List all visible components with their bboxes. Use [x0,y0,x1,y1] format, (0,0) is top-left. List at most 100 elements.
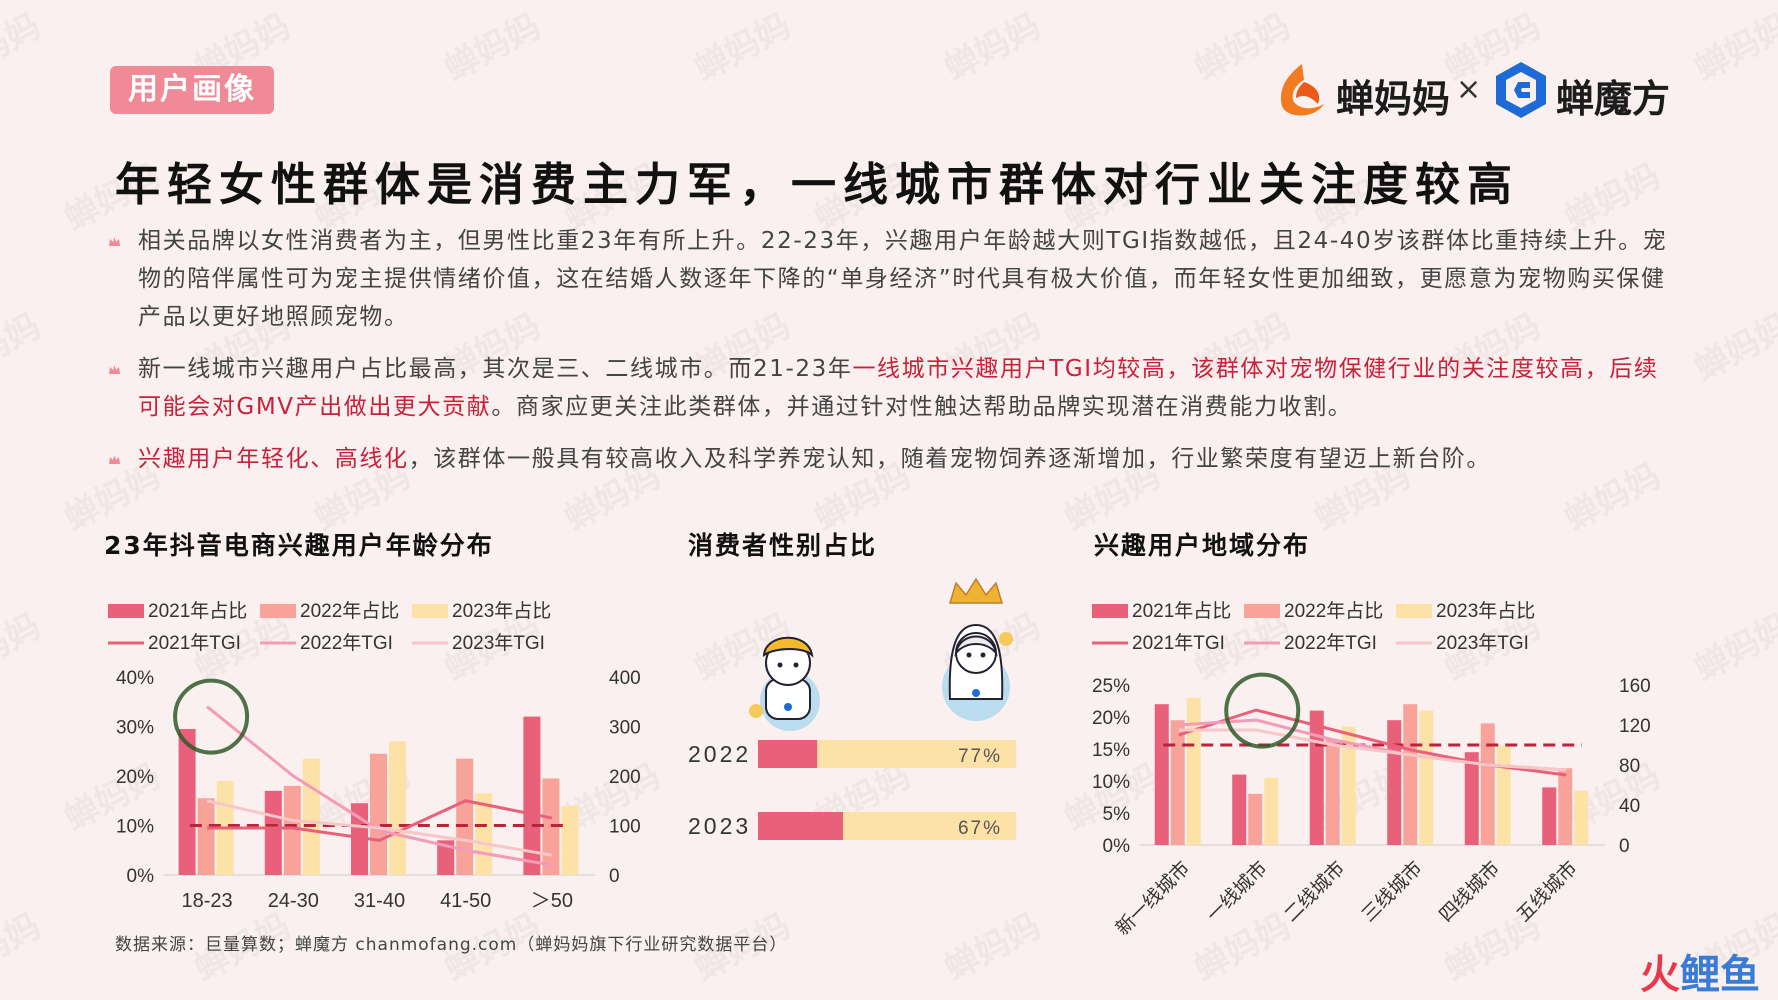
bullet-highlight-text: 一线城市兴趣用户TGI均较高，该群体对宠物保健行业的关注度较高，后续可能会对GM… [138,356,1659,420]
legend-swatch [1244,604,1280,618]
bullet-text: 。商家应更关注此类群体，并通过针对性触达帮助品牌实现潜在消费能力收割。 [491,394,1353,420]
y-left-tick-label: 30% [116,718,154,739]
y-left-tick-label: 10% [116,817,154,838]
year-label: 2023 [688,813,751,839]
crown-bullet-icon [109,365,120,374]
bar-2021年占比 [178,728,196,875]
legend-label: 2022年TGI [1284,632,1377,654]
times-sign: × [1456,72,1482,107]
line-2023年TGI [206,799,553,857]
bullet-item: 新一线城市兴趣用户占比最高，其次是三、二线城市。而21-23年一线城市兴趣用户T… [108,350,1668,426]
y-left-tick-label: 20% [116,767,154,788]
highlight-circle [1224,672,1301,749]
legend-swatch [260,604,296,618]
bullet-text: 新一线城市兴趣用户占比最高，其次是三、二线城市。而21-23年 [138,356,853,382]
bar-2021年占比 [1464,752,1479,845]
bar-2021年占比 [523,716,541,875]
male-share-bar [758,740,818,768]
chanmofang-logo-icon [1494,60,1548,124]
corner-brand-watermark: 火鲤鱼 [1640,942,1760,1000]
watermark-text: 蝉妈妈 [1688,305,1778,390]
bar-2023年占比 [1341,726,1356,845]
x-tick-label: 三线城市 [1357,857,1426,926]
bar-2022年占比 [1403,704,1418,845]
watermark-text: 蝉妈妈 [688,5,798,90]
y-right-tick-label: 200 [609,767,641,788]
watermark-text: 蝉妈妈 [438,5,548,90]
bar-2022年占比 [456,758,474,875]
watermark-text: 蝉妈妈 [1688,605,1778,690]
corner-brand-char: 火 [1640,952,1680,998]
line-2023年TGI [1178,728,1567,772]
x-tick-label: 五线城市 [1512,857,1581,926]
crown-bullet-icon [109,455,120,464]
watermark-text: 蝉妈妈 [0,305,48,390]
legend-label: 2021年占比 [1132,600,1231,622]
x-tick-label: 一线城市 [1202,857,1271,926]
chanmama-logo-text: 蝉妈妈 [1336,77,1451,121]
bullet-item: 相关品牌以女性消费者为主，但男性比重23年有所上升。22-23年，兴趣用户年龄越… [108,222,1668,336]
y-left-tick-label: 25% [1092,676,1130,697]
bar-2021年占比 [1154,704,1169,845]
x-tick-label: 31-40 [354,890,405,912]
age-distribution-chart: 2021年占比 2022年占比 2023年占比 2021年TGI 2022年TGI 202… [108,600,641,912]
x-tick-label: 18-23 [182,890,233,912]
male-avatar-icon [749,636,820,731]
brand-logos: 蝉妈妈 × 蝉魔方 [1270,60,1670,124]
y-right-tick-label: 300 [609,718,641,739]
bar-2021年占比 [437,840,455,875]
legend-swatch [108,604,144,618]
y-left-tick-label: 20% [1092,708,1130,729]
y-right-tick-label: 0 [609,866,620,887]
section-tag: 用户画像 [110,66,274,114]
bar-2021年占比 [1542,787,1557,845]
bullet-text: 相关品牌以女性消费者为主，但男性比重23年有所上升。22-23年，兴趣用户年龄越… [138,228,1668,330]
bar-2022年占比 [1248,793,1263,845]
x-tick-label: 二线城市 [1280,857,1349,926]
bar-2021年占比 [1387,720,1402,845]
data-source-note: 数据来源：巨量算数；蝉魔方 chanmofang.com（蝉妈妈旗下行业研究数据… [115,935,788,955]
y-left-tick-label: 0% [1103,836,1131,857]
x-tick-label: 41-50 [440,890,491,912]
watermark-text: 蝉妈妈 [0,5,48,90]
region-distribution-chart: 2021年占比 2022年占比 2023年占比 2021年TGI 2022年TGI 202… [1092,600,1651,940]
bar-2023年占比 [1419,710,1434,845]
watermark-text: 蝉妈妈 [0,605,48,690]
legend-label: 2022年TGI [300,632,393,654]
watermark-text: 蝉妈妈 [938,905,1048,990]
watermark-text: 蝉妈妈 [938,5,1048,90]
legend-label: 2023年TGI [452,632,545,654]
bar-2022年占比 [1480,723,1495,845]
bar-2023年占比 [1186,697,1201,845]
bar-2022年占比 [197,798,215,875]
y-left-tick-label: 5% [1103,804,1131,825]
age-chart-title: 23年抖音电商兴趣用户年龄分布 [104,531,494,560]
y-left-tick-label: 10% [1092,772,1130,793]
female-avatar-icon [942,577,1013,721]
bar-2022年占比 [1558,768,1573,845]
bar-2022年占比 [370,753,387,875]
x-tick-label: 四线城市 [1435,857,1504,926]
legend-swatch [412,604,448,618]
bar-2021年占比 [1309,710,1324,845]
legend-label: 2023年TGI [1436,632,1529,654]
legend-swatch [1396,604,1432,618]
y-right-tick-label: 80 [1619,756,1640,777]
bullet-list: 相关品牌以女性消费者为主，但男性比重23年有所上升。22-23年，兴趣用户年龄越… [108,222,1668,492]
gender-ratio-chart: 2022 77% 2023 67% [688,577,1016,840]
bar-2023年占比 [1574,790,1589,845]
bar-2022年占比 [1170,720,1185,845]
watermark-text: 蝉妈妈 [1688,5,1778,90]
corner-brand-text: 火鲤鱼 [1640,952,1760,998]
legend-label: 2022年占比 [300,600,399,622]
legend-label: 2023年占比 [452,600,551,622]
female-share-bar [817,740,1016,768]
watermark-text: 蝉妈妈 [0,905,48,990]
x-tick-label: 新一线城市 [1112,857,1195,940]
corner-brand-char: 鱼 [1720,952,1760,998]
x-tick-label: 24-30 [268,890,319,912]
bullet-text: ，该群体一般具有较高收入及科学养宠认知，随着宠物饲养逐渐增加，行业繁荣度有望迈上… [408,446,1492,472]
bar-2023年占比 [1496,745,1511,845]
legend-label: 2021年TGI [1132,632,1225,654]
bar-2023年占比 [302,758,320,875]
